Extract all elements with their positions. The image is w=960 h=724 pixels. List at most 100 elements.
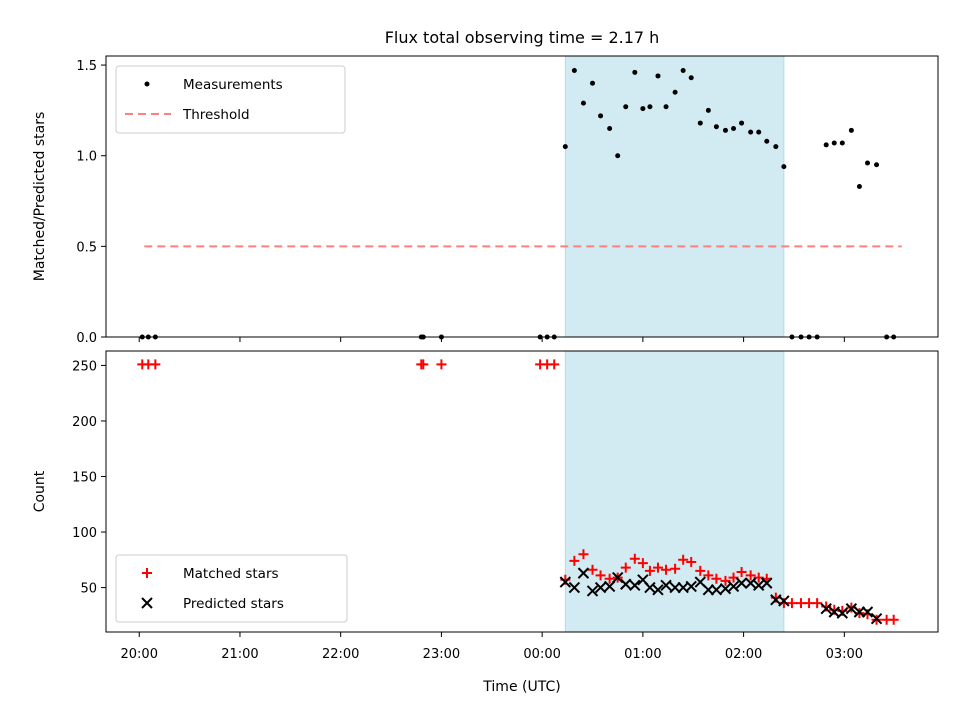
data-point [781,164,787,170]
data-point [586,585,599,597]
data-point [568,581,581,594]
data-point [719,582,732,595]
legend-label: Threshold [182,107,250,123]
chart-title: Flux total observing time = 2.17 h [385,28,660,47]
data-point [672,89,678,95]
data-point [590,80,596,86]
panel-counts: 20:00 21:00 22:00 23:00 00:00 01:00 02:00 03:00… [32,350,939,662]
data-point [603,580,616,593]
data-point [703,570,714,581]
data-point [773,144,779,150]
data-point [745,570,756,581]
x-axis-label: Time (UTC) [482,679,560,695]
data-point [756,129,762,135]
data-point [620,578,632,590]
data-point [727,580,740,593]
data-point [604,573,615,584]
legend-box [115,65,346,134]
data-point [848,127,854,133]
data-point [620,562,631,573]
data-point [637,558,648,569]
x-tick-label: 21:00 [221,647,258,662]
data-point [864,160,870,166]
data-point [663,104,669,110]
data-point [720,575,731,586]
y-tick-label: 1.5 [76,59,97,74]
data-point [615,153,621,159]
y-tick-label: 250 [72,359,97,374]
data-point [686,557,697,568]
data-point [652,562,663,573]
data-point [820,602,832,615]
legend-entry: Matched stars [142,566,279,582]
data-point [761,577,773,589]
y-tick-label: 150 [72,471,97,486]
data-point [839,140,845,146]
y-tick-label: 0.5 [76,240,97,255]
data-point [711,573,722,584]
data-point [549,359,560,370]
data-point [562,144,568,150]
data-point [831,140,837,146]
data-point [823,142,829,148]
data-point [845,602,858,615]
data-point [688,75,694,81]
x-tick-label: 02:00 [725,647,762,662]
data-point [598,113,604,119]
legend-box [115,554,348,623]
data-point [752,579,765,592]
data-point [731,126,737,132]
legend-entry: Measurements [144,77,283,93]
data-point [870,612,883,625]
y-axis-label: Matched/Predicted stars [32,112,48,282]
data-point [577,567,590,579]
data-point [436,359,447,370]
data-point [861,606,874,618]
axes-frame [105,55,939,338]
panel-ratio: 0.0 0.5 1.0 1.5 Matched/Predicted stars Measu… [32,55,939,346]
data-point [713,124,719,130]
legend-marker [141,597,153,609]
x-tick-label: 20:00 [121,647,158,662]
data-point [647,104,653,110]
data-point [418,359,429,370]
data-point [594,581,607,594]
data-point [595,570,606,581]
legend: Measurements Threshold [115,65,346,134]
data-point [874,162,880,168]
data-point [569,555,580,566]
y-tick-label: 100 [72,526,97,541]
x-tick-label: 22:00 [322,647,359,662]
legend-label: Matched stars [183,566,279,582]
data-point [660,579,672,592]
data-point [748,129,754,135]
data-point [685,580,697,593]
x-tick-label: 01:00 [624,647,661,662]
data-point [888,614,899,625]
data-point [695,565,706,576]
data-point [580,100,586,106]
axes-frame [105,350,939,633]
data-point [728,572,739,583]
data-point [578,549,589,560]
data-point [736,567,747,578]
data-point [753,572,764,583]
x-tick-label: 03:00 [826,647,863,662]
data-point [697,120,703,126]
shaded-span [564,55,785,338]
data-point [722,127,728,133]
data-point [744,577,757,589]
data-point [778,595,790,607]
data-point [629,553,640,564]
data-point [735,577,748,589]
data-point [764,138,770,144]
data-point [710,584,723,596]
data-point [812,598,823,609]
data-point [559,576,572,588]
data-point [640,106,646,112]
legend-label: Measurements [183,77,283,93]
y-tick-label: 50 [80,582,97,597]
data-point [632,69,638,75]
